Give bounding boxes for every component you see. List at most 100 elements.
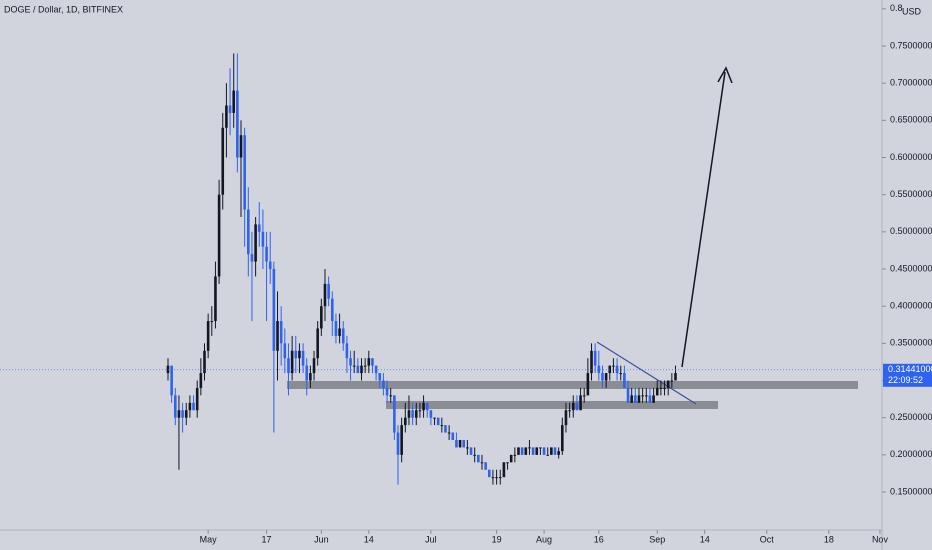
last-price-label: 0.31441000 (888, 364, 932, 374)
candle-body (604, 373, 608, 381)
candle-body (623, 373, 626, 388)
candle-body (184, 410, 188, 418)
candle-body (506, 462, 509, 464)
candle-body (170, 365, 173, 396)
candle-body (192, 402, 195, 411)
candle-body (473, 454, 476, 456)
candle-body (363, 365, 367, 367)
candle-body (228, 105, 232, 113)
candle-body (575, 402, 579, 411)
candle-body (644, 395, 648, 397)
candle-body (480, 462, 484, 464)
candle-body (327, 283, 330, 299)
candle-body (243, 135, 246, 210)
candle-body (210, 321, 214, 323)
x-tick-label: Oct (760, 534, 775, 544)
candle-body (188, 402, 192, 411)
candle-body (634, 395, 637, 403)
candle-body (236, 90, 239, 158)
candle-body (542, 447, 546, 455)
candle-body (199, 373, 203, 388)
candle-body (411, 410, 414, 418)
x-tick-label: Nov (872, 534, 889, 544)
candle-body (466, 447, 469, 449)
candle-body (608, 365, 612, 374)
candle-body (641, 395, 644, 397)
candle-body (360, 365, 363, 374)
candle-body (666, 380, 670, 388)
candle-body (352, 365, 356, 367)
candle-body (268, 261, 272, 270)
candle-body (378, 373, 382, 381)
candle-body (612, 365, 615, 367)
candle-body (531, 447, 535, 455)
chart-title: DOGE / Dollar, 1D, BITFINEX (4, 4, 123, 14)
candle-body (407, 410, 411, 418)
candle-body (659, 387, 663, 389)
candle-body (181, 410, 184, 418)
candle-body (272, 269, 276, 351)
x-tick-label: 16 (594, 534, 604, 544)
candle-body (663, 387, 666, 389)
candle-body (418, 410, 422, 412)
candle-body (571, 402, 575, 411)
candle-body (232, 90, 236, 113)
candle-body (250, 254, 254, 262)
candle-body (601, 373, 604, 381)
candle-body (389, 395, 393, 397)
candle-body (294, 350, 298, 359)
candle-body (203, 350, 206, 374)
candle-body (217, 194, 221, 277)
candle-body (495, 477, 498, 479)
candle-body (477, 454, 480, 463)
candle-body (568, 410, 571, 412)
candle-body (177, 410, 181, 418)
candle-body (637, 395, 641, 403)
candle-body (371, 358, 374, 366)
candle-body (517, 447, 520, 455)
candle-body (539, 447, 542, 449)
candle-body (396, 432, 400, 455)
candle-body (382, 380, 385, 388)
candle-body (367, 358, 371, 366)
candle-body (330, 298, 334, 322)
candle-body (195, 387, 199, 411)
candle-body (334, 321, 338, 336)
candle-body (557, 451, 560, 455)
candle-body (414, 410, 418, 418)
x-tick-label: Sep (649, 534, 665, 544)
candle-body (535, 447, 539, 455)
candle-body (440, 425, 444, 427)
candle-body (447, 432, 451, 434)
x-tick-label: 19 (492, 534, 502, 544)
countdown-label: 22:09:52 (888, 375, 923, 385)
candle-body (393, 395, 396, 433)
candle-body (254, 224, 257, 262)
candle-body (173, 395, 177, 418)
candle-body (630, 395, 633, 403)
candle-body (320, 306, 323, 329)
candle-body (509, 454, 513, 463)
candle-body (579, 395, 582, 411)
candle-body (283, 343, 287, 359)
candle-body (553, 447, 557, 455)
candle-body (166, 365, 170, 374)
candle-body (655, 387, 659, 396)
currency-label: USD (902, 6, 922, 16)
candle-body (586, 373, 590, 396)
candle-body (404, 417, 407, 426)
candle-body (425, 402, 429, 411)
trend-line (596, 341, 697, 405)
candle-body (301, 350, 305, 366)
candle-body (444, 425, 447, 433)
candle-body (528, 447, 531, 449)
x-tick-label: 17 (262, 534, 272, 544)
candle-body (309, 373, 312, 381)
